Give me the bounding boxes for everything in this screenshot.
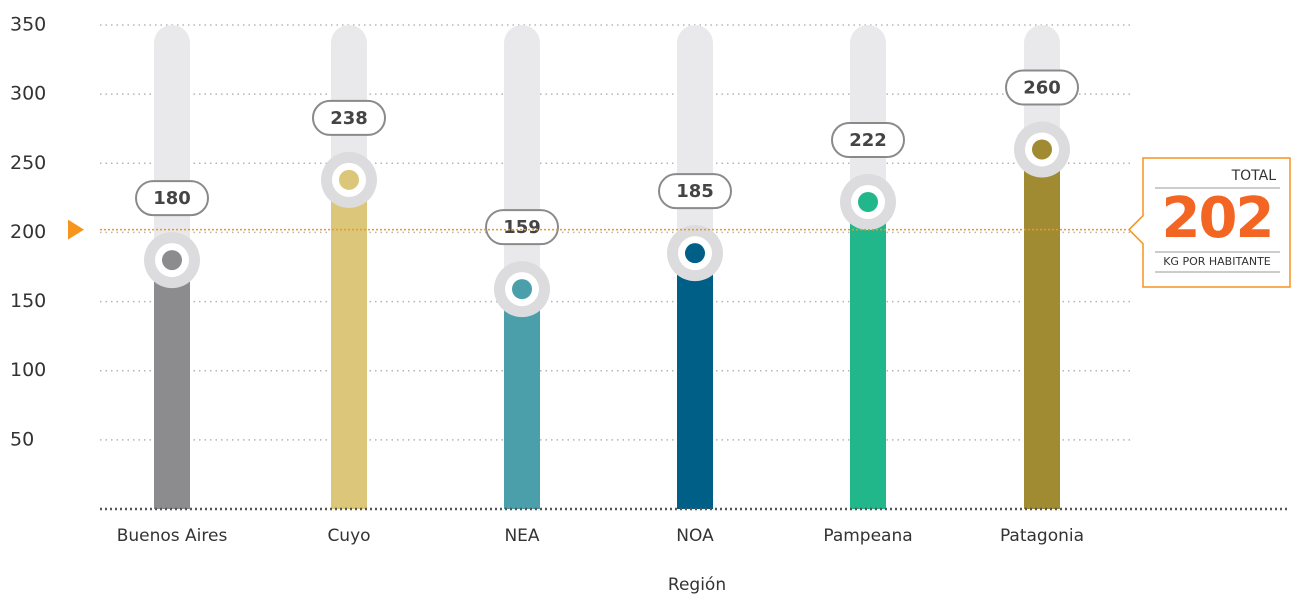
total-title: TOTAL <box>1231 168 1277 184</box>
x-tick-label: Pampeana <box>823 526 912 546</box>
y-tick-label: 250 <box>10 152 46 174</box>
value-label: 185 <box>676 181 714 202</box>
value-pill <box>135 180 209 217</box>
x-axis-label: Región <box>668 575 726 595</box>
y-tick-label: 150 <box>10 290 46 312</box>
marker-dot <box>685 243 705 264</box>
value-label: 180 <box>153 188 191 209</box>
value-label: 238 <box>330 108 368 129</box>
bar <box>677 253 713 509</box>
bar <box>1024 149 1060 509</box>
x-tick-label: NEA <box>504 526 539 546</box>
y-tick-label: 300 <box>10 83 46 105</box>
marker-dot <box>1032 139 1052 160</box>
value-pill <box>485 209 559 246</box>
x-tick-label: Buenos Aires <box>117 526 228 546</box>
bar <box>850 202 886 509</box>
bar <box>154 260 190 509</box>
value-pill <box>312 99 386 136</box>
y-tick-label: 350 <box>10 14 46 36</box>
bar <box>504 289 540 509</box>
value-pill <box>831 122 905 159</box>
total-value: 202 <box>1162 186 1273 251</box>
bar <box>331 179 367 509</box>
total-unit: KG POR HABITANTE <box>1163 255 1271 268</box>
y-tick-label: 200 <box>10 221 46 243</box>
marker-dot <box>858 192 878 213</box>
value-pill <box>658 173 732 210</box>
x-tick-label: Patagonia <box>1000 526 1084 546</box>
x-tick-label: NOA <box>676 526 714 546</box>
value-label: 159 <box>503 217 541 238</box>
x-tick-label: Cuyo <box>327 526 370 546</box>
y-tick-label: 50 <box>10 428 34 450</box>
value-label: 222 <box>849 130 887 151</box>
marker-dot <box>512 279 532 300</box>
marker-dot <box>339 169 359 190</box>
value-label: 260 <box>1023 77 1061 98</box>
marker-dot <box>162 250 182 271</box>
total-box <box>1127 157 1291 288</box>
value-pill <box>1005 69 1079 106</box>
y-tick-label: 100 <box>10 359 46 381</box>
total-arrow <box>68 219 84 240</box>
